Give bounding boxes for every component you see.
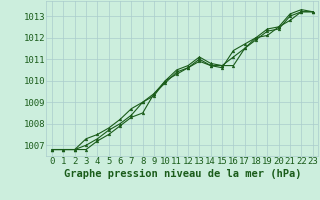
X-axis label: Graphe pression niveau de la mer (hPa): Graphe pression niveau de la mer (hPa) (64, 169, 301, 179)
